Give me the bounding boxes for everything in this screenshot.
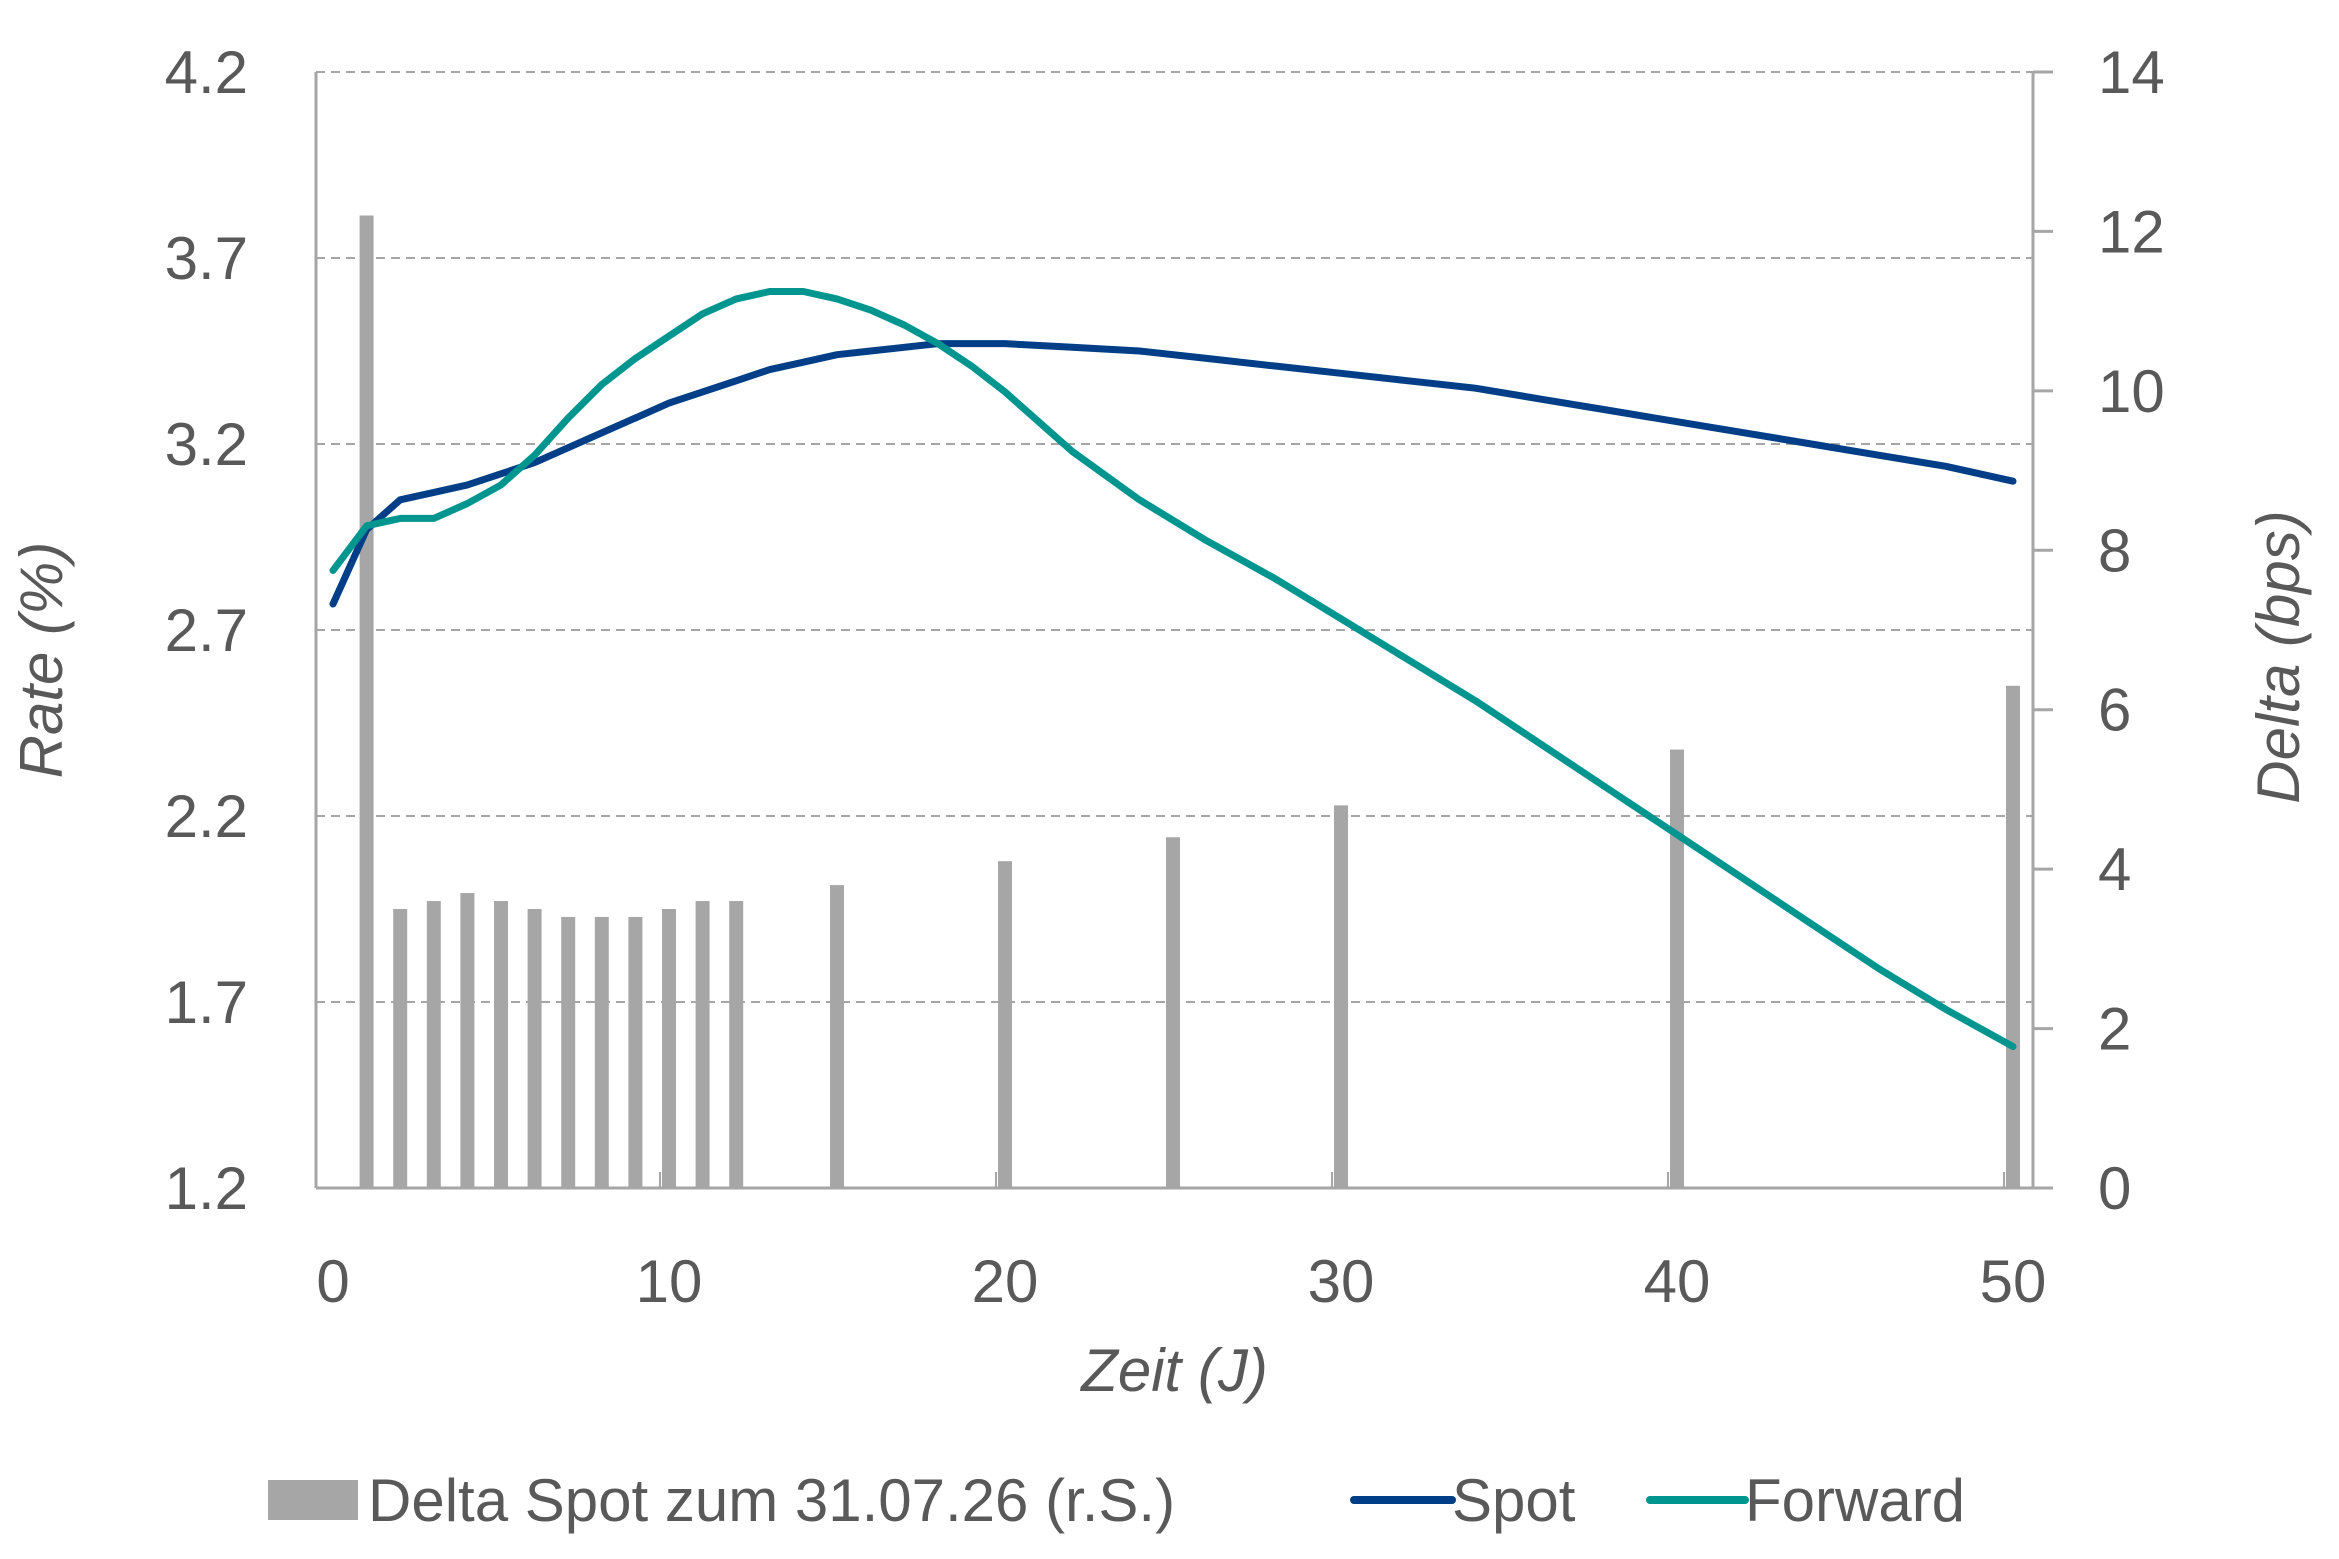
spot-line xyxy=(329,340,2017,608)
y-left-tick-label: 2.2 xyxy=(165,783,248,850)
forward-line xyxy=(329,288,2017,1051)
bar xyxy=(628,916,643,1188)
x-tick-label: 10 xyxy=(636,1248,703,1315)
bar xyxy=(1670,749,1684,1188)
bar xyxy=(1334,805,1348,1188)
bar xyxy=(729,901,744,1188)
x-tick-label: 30 xyxy=(1308,1248,1375,1315)
delta-bars xyxy=(359,215,2020,1188)
y-right-tick-label: 8 xyxy=(2098,517,2131,584)
y-left-tick-label: 3.2 xyxy=(165,411,248,478)
y-right-tick-label: 4 xyxy=(2098,836,2131,903)
x-tick-label: 0 xyxy=(316,1248,349,1315)
bar xyxy=(1166,837,1180,1188)
bar xyxy=(527,909,542,1188)
bar xyxy=(695,901,710,1188)
y-left-tick-label: 1.7 xyxy=(165,969,248,1036)
y-right-tick-label: 12 xyxy=(2098,198,2165,265)
gridlines xyxy=(316,71,2033,1003)
x-axis-title: Zeit (J) xyxy=(1079,1337,1268,1404)
y-right-tick-label: 10 xyxy=(2098,358,2165,425)
y-left-tick-label: 1.2 xyxy=(165,1155,248,1222)
bar xyxy=(426,901,441,1188)
y-right-tick-label: 14 xyxy=(2098,39,2165,106)
bar xyxy=(561,916,576,1188)
bar xyxy=(2006,685,2020,1188)
y-right-tick-label: 2 xyxy=(2098,996,2131,1063)
bar xyxy=(662,909,676,1188)
bar xyxy=(494,901,508,1188)
x-tick-label: 40 xyxy=(1644,1248,1711,1315)
bar xyxy=(830,885,844,1188)
x-tick-marks xyxy=(659,70,2053,1190)
legend-swatch-bars xyxy=(268,1480,358,1520)
legend-label-spot: Spot xyxy=(1452,1467,1576,1534)
y-left-tick-label: 3.7 xyxy=(165,225,248,292)
y-right-tick-label: 0 xyxy=(2098,1155,2131,1222)
series-lines xyxy=(329,288,2017,1051)
tick-labels: 1.2 1.7 2.2 2.7 3.2 3.7 4.2 0 2 4 6 8 10 12 14 0 10 20 30 4… xyxy=(165,39,2165,1315)
y-axis-title-right: Delta (bps) xyxy=(2245,510,2312,803)
y-axis-title-left: Rate (%) xyxy=(8,542,75,779)
bar xyxy=(998,861,1012,1188)
axes xyxy=(314,72,2053,1190)
legend-label-bars: Delta Spot zum 31.07.26 (r.S.) xyxy=(368,1467,1175,1534)
y-left-tick-label: 2.7 xyxy=(165,597,248,664)
bar xyxy=(359,215,374,1188)
legend-label-forward: Forward xyxy=(1745,1467,1965,1534)
x-tick-label: 50 xyxy=(1980,1248,2047,1315)
bar xyxy=(393,909,408,1188)
y-left-tick-label: 4.2 xyxy=(165,39,248,106)
bar xyxy=(594,916,609,1188)
x-tick-label: 20 xyxy=(972,1248,1039,1315)
y-right-tick-label: 6 xyxy=(2098,677,2131,744)
legend: Delta Spot zum 31.07.26 (r.S.) Spot Forw… xyxy=(268,1467,1965,1534)
bar xyxy=(460,893,475,1188)
